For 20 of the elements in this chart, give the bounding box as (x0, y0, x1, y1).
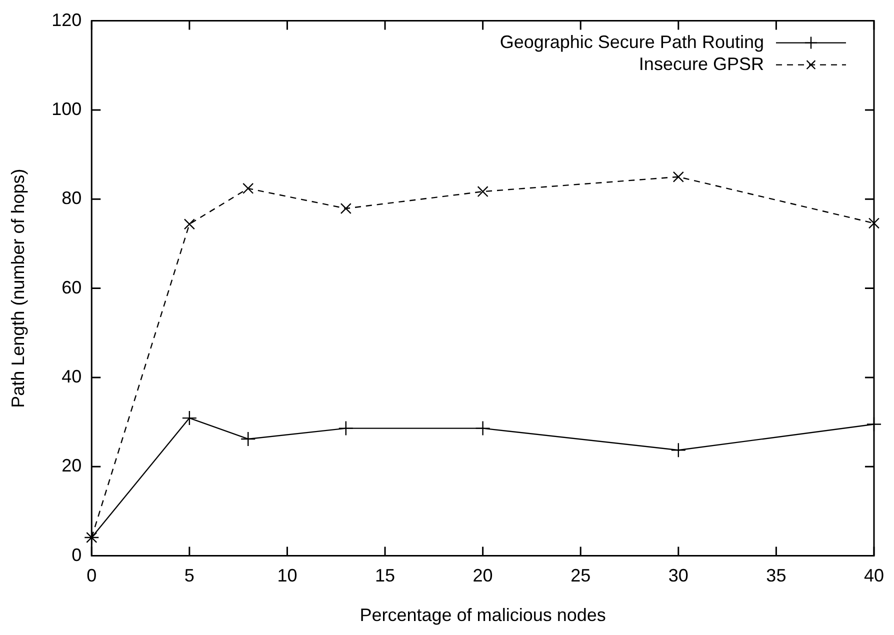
x-axis-title: Percentage of malicious nodes (360, 605, 606, 626)
x-tick-label: 5 (184, 566, 194, 586)
x-tick-label: 10 (277, 566, 298, 586)
legend-label: Geographic Secure Path Routing (500, 32, 764, 52)
y-tick-label: 120 (52, 10, 82, 30)
x-tick-label: 0 (86, 566, 97, 586)
y-tick-label: 100 (52, 98, 82, 119)
x-tick-label: 20 (472, 566, 493, 586)
y-tick-label: 80 (62, 188, 82, 208)
y-tick-label: 20 (62, 456, 82, 476)
legend-label: Insecure GPSR (638, 54, 764, 74)
y-axis-title: Path Length (number of hops) (8, 168, 28, 408)
y-tick-label: 60 (62, 277, 82, 298)
y-tick-label: 0 (72, 544, 82, 565)
x-tick-label: 40 (864, 566, 884, 586)
x-tick-label: 15 (375, 566, 396, 586)
x-tick-label: 35 (766, 566, 786, 586)
y-tick-label: 40 (62, 366, 82, 386)
x-tick-label: 30 (668, 566, 688, 586)
x-tick-label: 25 (570, 566, 591, 586)
